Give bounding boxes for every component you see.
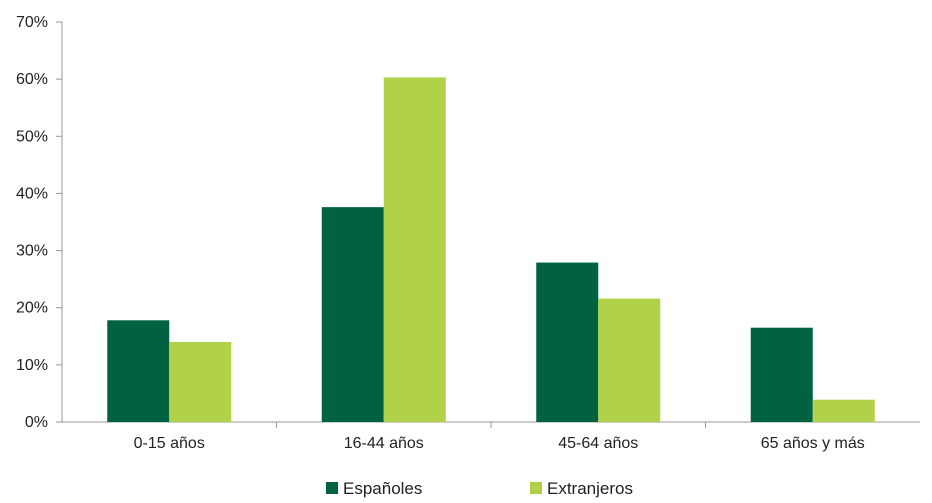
y-tick-label: 20% [16,300,48,317]
y-axis: 0% 10% 20% 30% 40% 50% 60% 70% [16,14,63,431]
bar-extranjeros [383,77,446,422]
bar-espanoles [321,207,384,422]
y-tick-label: 10% [16,357,48,374]
legend-swatch [326,482,338,494]
bar-extranjeros [169,342,232,422]
x-category-label: 0-15 años [134,435,205,452]
legend-label: Españoles [343,479,422,498]
y-tick-label: 60% [16,71,48,88]
legend: Españoles Extranjeros [326,479,633,498]
y-tick-label: 40% [16,185,48,202]
bar-extranjeros [812,399,875,422]
y-tick-label: 50% [16,128,48,145]
bar-espanoles [750,327,813,422]
x-category-label: 45-64 años [558,435,638,452]
y-tick-label: 70% [16,14,48,31]
x-category-label: 16-44 años [344,435,424,452]
bars [107,77,875,422]
x-axis: 0-15 años 16-44 años 45-64 años 65 años y m… [62,421,920,452]
legend-swatch [530,482,542,494]
y-tick-label: 0% [25,414,48,431]
x-category-label: 65 años y más [761,435,865,452]
legend-label: Extranjeros [547,479,633,498]
bar-extranjeros [598,298,661,422]
bar-espanoles [536,262,599,422]
y-tick-label: 30% [16,243,48,260]
bar-espanoles [107,320,170,422]
